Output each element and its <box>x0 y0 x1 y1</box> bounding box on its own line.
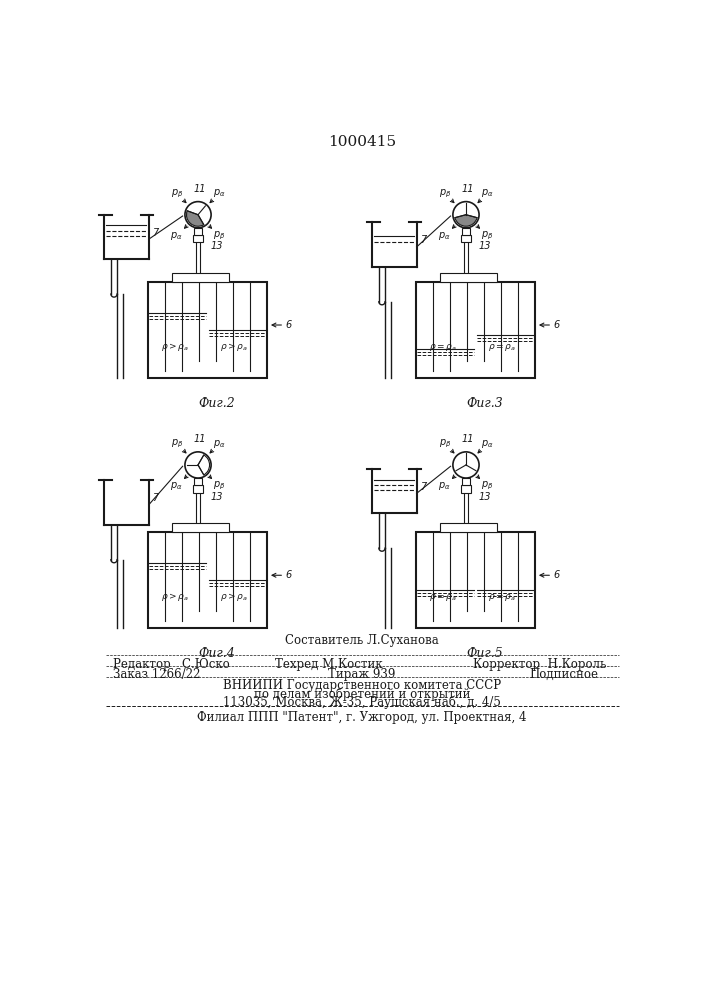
Wedge shape <box>455 215 477 226</box>
Text: Заказ 1266/22: Заказ 1266/22 <box>113 668 201 681</box>
Text: Фиг.4: Фиг.4 <box>199 647 235 660</box>
Text: $\rho>\rho_a$: $\rho>\rho_a$ <box>161 591 189 603</box>
Text: по делам изобретений и открытий: по делам изобретений и открытий <box>254 687 470 701</box>
Bar <box>416 532 535 628</box>
Text: $\rho>\rho_a$: $\rho>\rho_a$ <box>220 341 248 353</box>
Text: $p_\alpha$: $p_\alpha$ <box>213 438 226 450</box>
Text: 11: 11 <box>461 184 474 194</box>
Bar <box>462 478 470 485</box>
Text: $\rho=\rho_a$: $\rho=\rho_a$ <box>488 342 516 353</box>
Text: Фиг.2: Фиг.2 <box>199 397 235 410</box>
Text: 6: 6 <box>286 320 292 330</box>
Text: Фиг.3: Фиг.3 <box>467 397 503 410</box>
Circle shape <box>453 202 479 228</box>
Bar <box>193 235 203 242</box>
Text: 7: 7 <box>153 228 159 238</box>
Text: $\rho>\rho_a$: $\rho>\rho_a$ <box>220 591 248 603</box>
Text: $p_\alpha$: $p_\alpha$ <box>481 438 493 450</box>
Wedge shape <box>187 211 204 226</box>
Text: $p_\alpha$: $p_\alpha$ <box>170 480 183 492</box>
Text: 11: 11 <box>193 184 206 194</box>
Text: $\rho=\rho_a$: $\rho=\rho_a$ <box>429 592 457 603</box>
Text: Фиг.5: Фиг.5 <box>467 647 503 660</box>
Text: Филиал ППП "Патент", г. Ужгород, ул. Проектная, 4: Филиал ППП "Патент", г. Ужгород, ул. Про… <box>197 711 527 724</box>
Text: $p_\beta$: $p_\beta$ <box>213 480 226 492</box>
Bar <box>440 523 497 532</box>
Text: Тираж 939: Тираж 939 <box>328 668 396 681</box>
Bar <box>416 282 535 378</box>
Text: Подписное: Подписное <box>530 668 598 681</box>
Text: 13: 13 <box>211 241 223 251</box>
Text: 6: 6 <box>554 320 560 330</box>
Text: 7: 7 <box>153 493 159 503</box>
Wedge shape <box>198 455 209 475</box>
Text: $\rho=\rho_a$: $\rho=\rho_a$ <box>488 592 516 603</box>
Bar <box>461 485 471 493</box>
Text: Корректор  Н.Король: Корректор Н.Король <box>473 658 606 671</box>
Text: $p_\beta$: $p_\beta$ <box>438 187 451 200</box>
Text: $p_\beta$: $p_\beta$ <box>213 230 226 242</box>
Text: $p_\beta$: $p_\beta$ <box>481 480 493 492</box>
Text: 7: 7 <box>421 235 427 245</box>
Text: $p_\alpha$: $p_\alpha$ <box>481 187 493 199</box>
Circle shape <box>185 452 211 478</box>
Text: $p_\alpha$: $p_\alpha$ <box>438 230 451 242</box>
Text: $p_\alpha$: $p_\alpha$ <box>170 230 183 242</box>
Text: $\rho>\rho_a$: $\rho>\rho_a$ <box>161 341 189 353</box>
Text: 13: 13 <box>479 492 491 502</box>
Text: Техред М.Костик: Техред М.Костик <box>275 658 382 671</box>
Bar <box>172 273 229 282</box>
Bar <box>148 282 267 378</box>
Bar <box>440 273 497 282</box>
Text: ВНИИПИ Государственного комитета СССР: ВНИИПИ Государственного комитета СССР <box>223 679 501 692</box>
Text: 13: 13 <box>479 241 491 251</box>
Text: 6: 6 <box>286 570 292 580</box>
Text: 11: 11 <box>461 434 474 444</box>
Text: $p_\alpha$: $p_\alpha$ <box>213 187 226 199</box>
Text: $\rho=\rho_a$: $\rho=\rho_a$ <box>429 342 457 353</box>
Circle shape <box>453 452 479 478</box>
Circle shape <box>185 202 211 228</box>
Text: $p_\beta$: $p_\beta$ <box>438 438 451 450</box>
Bar <box>194 478 202 485</box>
Text: 13: 13 <box>211 492 223 502</box>
Text: $p_\beta$: $p_\beta$ <box>170 187 183 200</box>
Text: 113035, Москва, Ж-35, Раушская наб., д. 4/5: 113035, Москва, Ж-35, Раушская наб., д. … <box>223 696 501 709</box>
Text: Составитель Л.Суханова: Составитель Л.Суханова <box>285 634 439 647</box>
Text: 7: 7 <box>421 482 427 492</box>
Text: $p_\alpha$: $p_\alpha$ <box>438 480 451 492</box>
Bar <box>461 235 471 242</box>
Text: $p_\beta$: $p_\beta$ <box>170 438 183 450</box>
Bar <box>172 523 229 532</box>
Text: Редактор   С.Юско: Редактор С.Юско <box>113 658 230 671</box>
Text: 6: 6 <box>554 570 560 580</box>
Text: $p_\beta$: $p_\beta$ <box>481 230 493 242</box>
Bar <box>148 532 267 628</box>
Bar <box>462 228 470 235</box>
Bar <box>193 485 203 493</box>
Text: 11: 11 <box>193 434 206 444</box>
Bar <box>194 228 202 235</box>
Text: 1000415: 1000415 <box>328 135 396 149</box>
